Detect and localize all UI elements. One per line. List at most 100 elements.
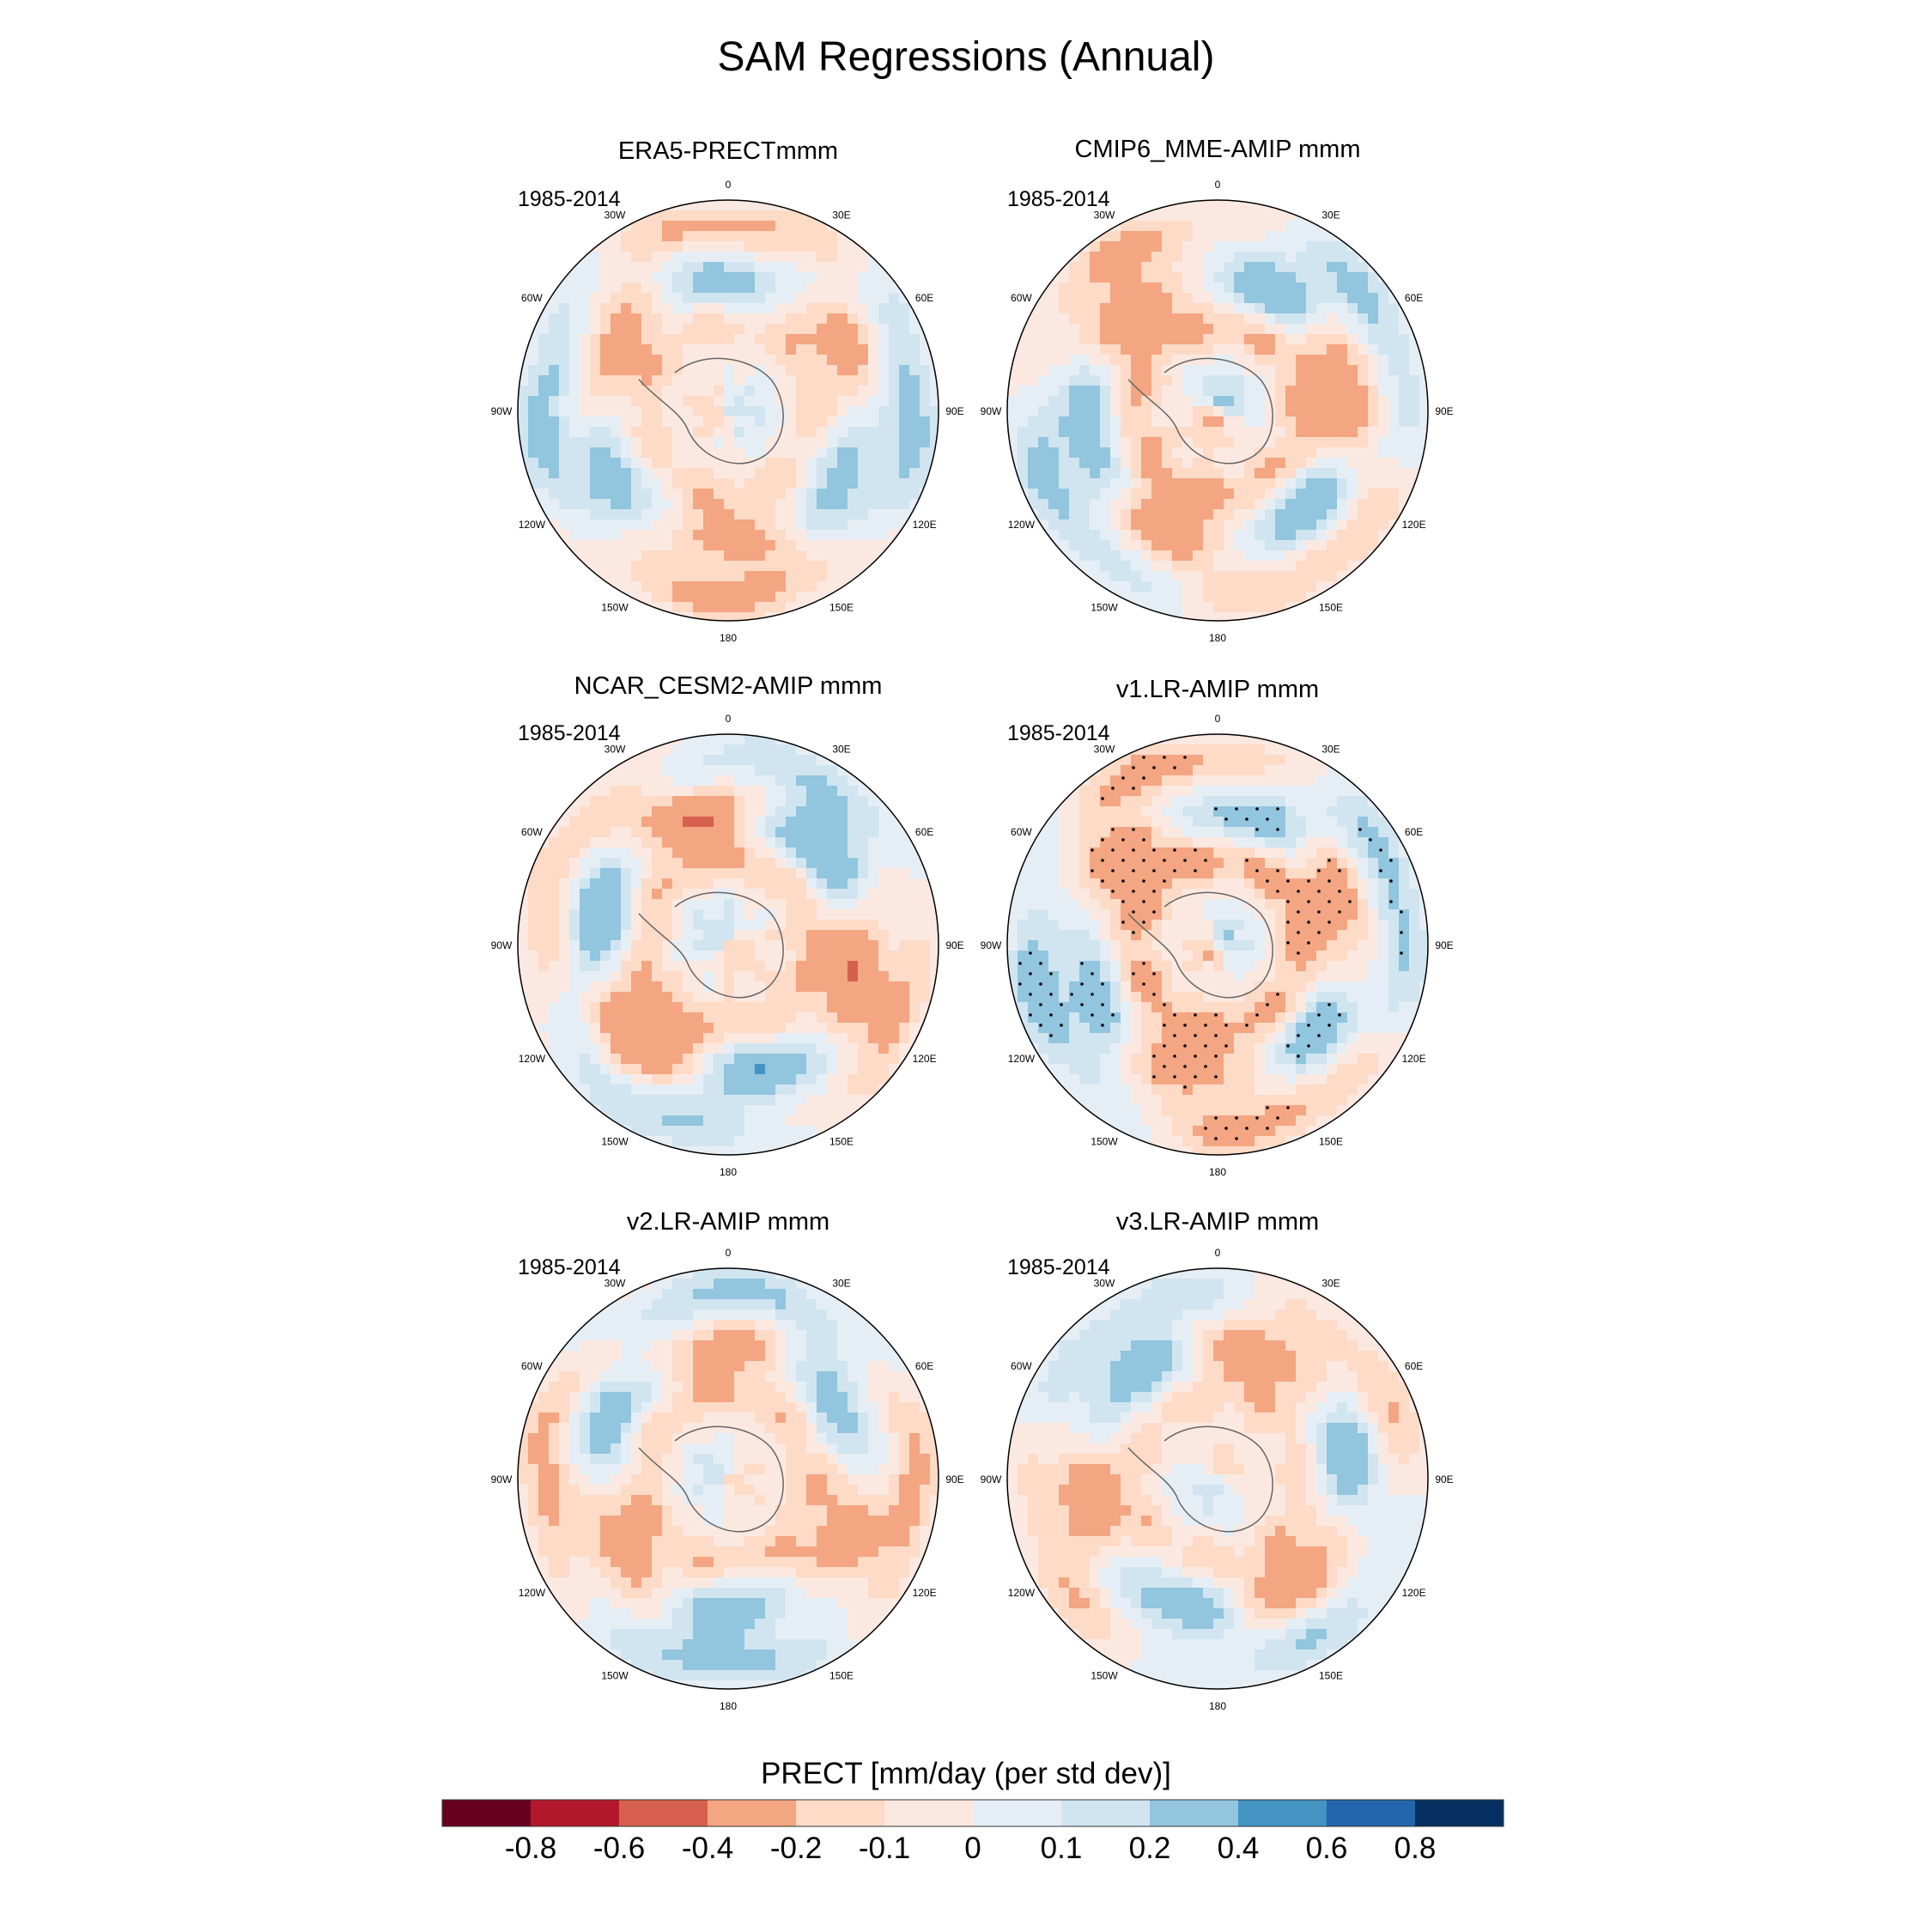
field-cell	[1255, 540, 1266, 551]
field-cell	[1327, 241, 1338, 252]
field-cell	[878, 468, 890, 479]
field-cell	[1327, 930, 1338, 941]
field-cell	[683, 837, 694, 848]
field-cell	[1141, 365, 1152, 376]
field-cell	[827, 889, 838, 900]
field-cell	[765, 561, 776, 572]
field-cell	[1275, 509, 1286, 520]
field-cell	[1193, 940, 1204, 951]
field-cell	[889, 992, 900, 1003]
field-cell	[1121, 303, 1132, 314]
field-cell	[1327, 437, 1338, 448]
field-cell	[580, 961, 591, 972]
field-cell	[1121, 478, 1132, 489]
field-cell	[1203, 468, 1214, 479]
field-cell	[621, 231, 632, 242]
field-cell	[1337, 262, 1348, 273]
field-cell	[683, 303, 694, 314]
field-cell	[837, 489, 848, 500]
field-cell	[796, 458, 807, 469]
field-cell	[734, 283, 745, 294]
field-cell	[796, 1095, 807, 1106]
field-cell	[1316, 231, 1327, 242]
field-cell	[1182, 344, 1194, 355]
field-cell	[1203, 499, 1214, 510]
significance-dot	[1255, 828, 1259, 831]
field-cell	[1234, 848, 1245, 859]
field-cell	[641, 765, 653, 776]
field-cell	[1347, 540, 1358, 551]
field-cell	[817, 468, 828, 479]
field-cell	[683, 744, 694, 756]
field-cell	[600, 283, 611, 294]
field-cell	[1182, 365, 1194, 376]
field-cell	[1048, 386, 1060, 397]
field-cell	[1224, 519, 1235, 531]
field-cell	[662, 283, 673, 294]
field-cell	[1151, 447, 1163, 459]
field-cell	[1224, 878, 1235, 890]
field-cell	[714, 734, 725, 745]
field-cell	[848, 899, 859, 910]
field-cell	[786, 530, 797, 541]
field-cell	[1151, 571, 1163, 582]
field-cell	[672, 981, 683, 993]
field-cell	[1193, 241, 1204, 252]
field-cell	[1110, 909, 1121, 920]
field-cell	[1048, 324, 1060, 335]
field-cell	[848, 837, 859, 848]
field-cell	[899, 889, 910, 900]
field-cell	[1296, 765, 1307, 776]
field-cell	[641, 981, 653, 993]
field-cell	[724, 1095, 735, 1106]
field-cell	[1069, 303, 1080, 314]
field-cell	[775, 272, 787, 283]
field-cell	[1203, 868, 1214, 879]
field-cell	[1162, 468, 1173, 479]
field-cell	[1151, 592, 1163, 603]
field-cell	[734, 1023, 745, 1034]
field-cell	[1368, 396, 1379, 407]
field-cell	[1151, 241, 1163, 252]
significance-dot	[1389, 859, 1393, 862]
field-cell	[899, 375, 910, 386]
field-cell	[786, 396, 797, 407]
field-cell	[817, 827, 828, 838]
field-cell	[1162, 272, 1173, 283]
field-cell	[652, 992, 663, 1003]
field-cell	[796, 293, 807, 304]
field-cell	[1388, 817, 1400, 828]
field-cell	[765, 478, 776, 489]
field-cell	[590, 848, 601, 859]
field-cell	[569, 489, 580, 500]
field-cell	[1285, 478, 1297, 489]
field-cell	[1203, 210, 1214, 222]
field-cell	[1079, 899, 1091, 910]
field-cell	[693, 806, 704, 817]
field-cell	[1110, 581, 1121, 592]
field-cell	[1388, 365, 1400, 376]
field-cell	[611, 1084, 622, 1096]
field-cell	[858, 1105, 869, 1116]
field-cell	[1419, 375, 1428, 386]
field-cell	[909, 899, 920, 910]
field-cell	[1182, 293, 1194, 304]
field-cell	[1079, 499, 1091, 510]
field-cell	[1255, 602, 1266, 613]
field-cell	[600, 581, 611, 592]
field-cell	[1090, 355, 1101, 366]
field-cell	[538, 324, 550, 335]
field-cell	[1327, 775, 1338, 787]
field-cell	[889, 283, 900, 294]
field-cell	[672, 786, 683, 797]
field-cell	[662, 1126, 673, 1137]
field-cell	[1368, 889, 1379, 900]
field-cell	[1275, 592, 1286, 603]
field-cell	[662, 272, 673, 283]
field-cell	[868, 416, 879, 428]
field-cell	[580, 806, 591, 817]
field-cell	[734, 519, 745, 531]
field-cell	[569, 396, 580, 407]
field-cell	[600, 489, 611, 500]
field-cell	[909, 848, 920, 859]
